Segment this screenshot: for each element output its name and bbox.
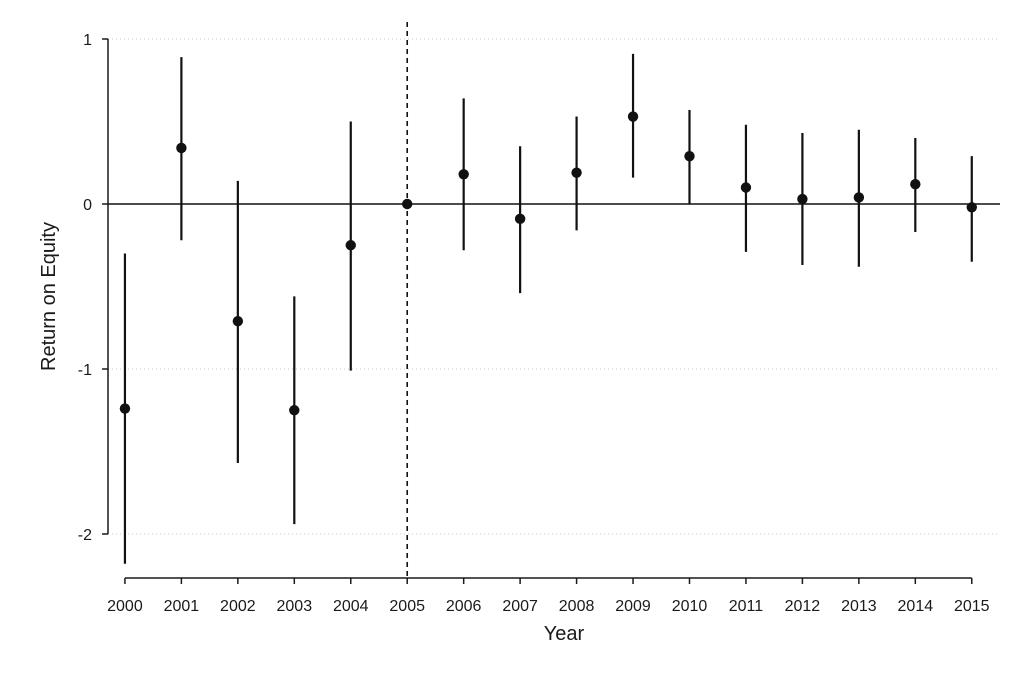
- point-estimate: [853, 192, 865, 203]
- point-estimate: [232, 315, 244, 327]
- y-tick-label: -1: [78, 362, 92, 379]
- x-tick-label: 2011: [729, 598, 764, 615]
- x-tick-label: 2014: [898, 598, 934, 615]
- point-estimate: [740, 182, 752, 193]
- x-tick-label: 2012: [785, 598, 821, 615]
- point-estimate: [966, 202, 977, 213]
- point-estimate: [458, 169, 469, 180]
- point-estimate: [402, 198, 413, 210]
- point-estimate: [571, 167, 582, 178]
- x-tick-label: 2013: [841, 598, 877, 615]
- x-tick-label: 2004: [333, 598, 369, 615]
- point-estimate: [176, 142, 187, 154]
- x-tick-label: 2008: [559, 598, 595, 615]
- x-tick-label: 2010: [672, 598, 708, 615]
- point-estimate: [119, 403, 131, 414]
- axes: [102, 38, 973, 584]
- y-tick-label: -2: [78, 527, 92, 544]
- point-estimate: [797, 193, 808, 205]
- x-tick-label: 2006: [446, 598, 482, 615]
- x-tick-label: 2003: [277, 598, 313, 615]
- x-tick-label: 2009: [615, 598, 651, 615]
- y-tick-label: 0: [83, 197, 92, 214]
- confidence-intervals: [123, 53, 973, 564]
- point-estimates: [119, 111, 977, 416]
- point-estimate: [289, 405, 300, 416]
- x-tick-label: 2002: [220, 598, 256, 615]
- point-estimate: [345, 240, 356, 251]
- reference-lines: [108, 22, 1000, 578]
- x-axis-title: Year: [544, 623, 585, 645]
- x-tick-label: 2000: [107, 598, 143, 615]
- y-tick-label: 1: [83, 32, 92, 49]
- x-tick-label: 2015: [954, 598, 990, 615]
- point-estimate: [514, 213, 526, 225]
- point-estimate: [627, 111, 639, 122]
- x-tick-label: 2001: [164, 598, 200, 615]
- x-tick-label: 2007: [502, 598, 538, 615]
- tick-labels: 1 0 -1 -2 2000 2001 2002 2003 2004 2005 2006 2007 20…: [78, 32, 990, 615]
- gridlines: [108, 38, 1000, 535]
- y-axis-title: Return on Equity: [38, 222, 60, 371]
- point-estimate: [684, 150, 695, 162]
- point-estimate: [910, 179, 921, 190]
- x-tick-label: 2005: [389, 598, 425, 615]
